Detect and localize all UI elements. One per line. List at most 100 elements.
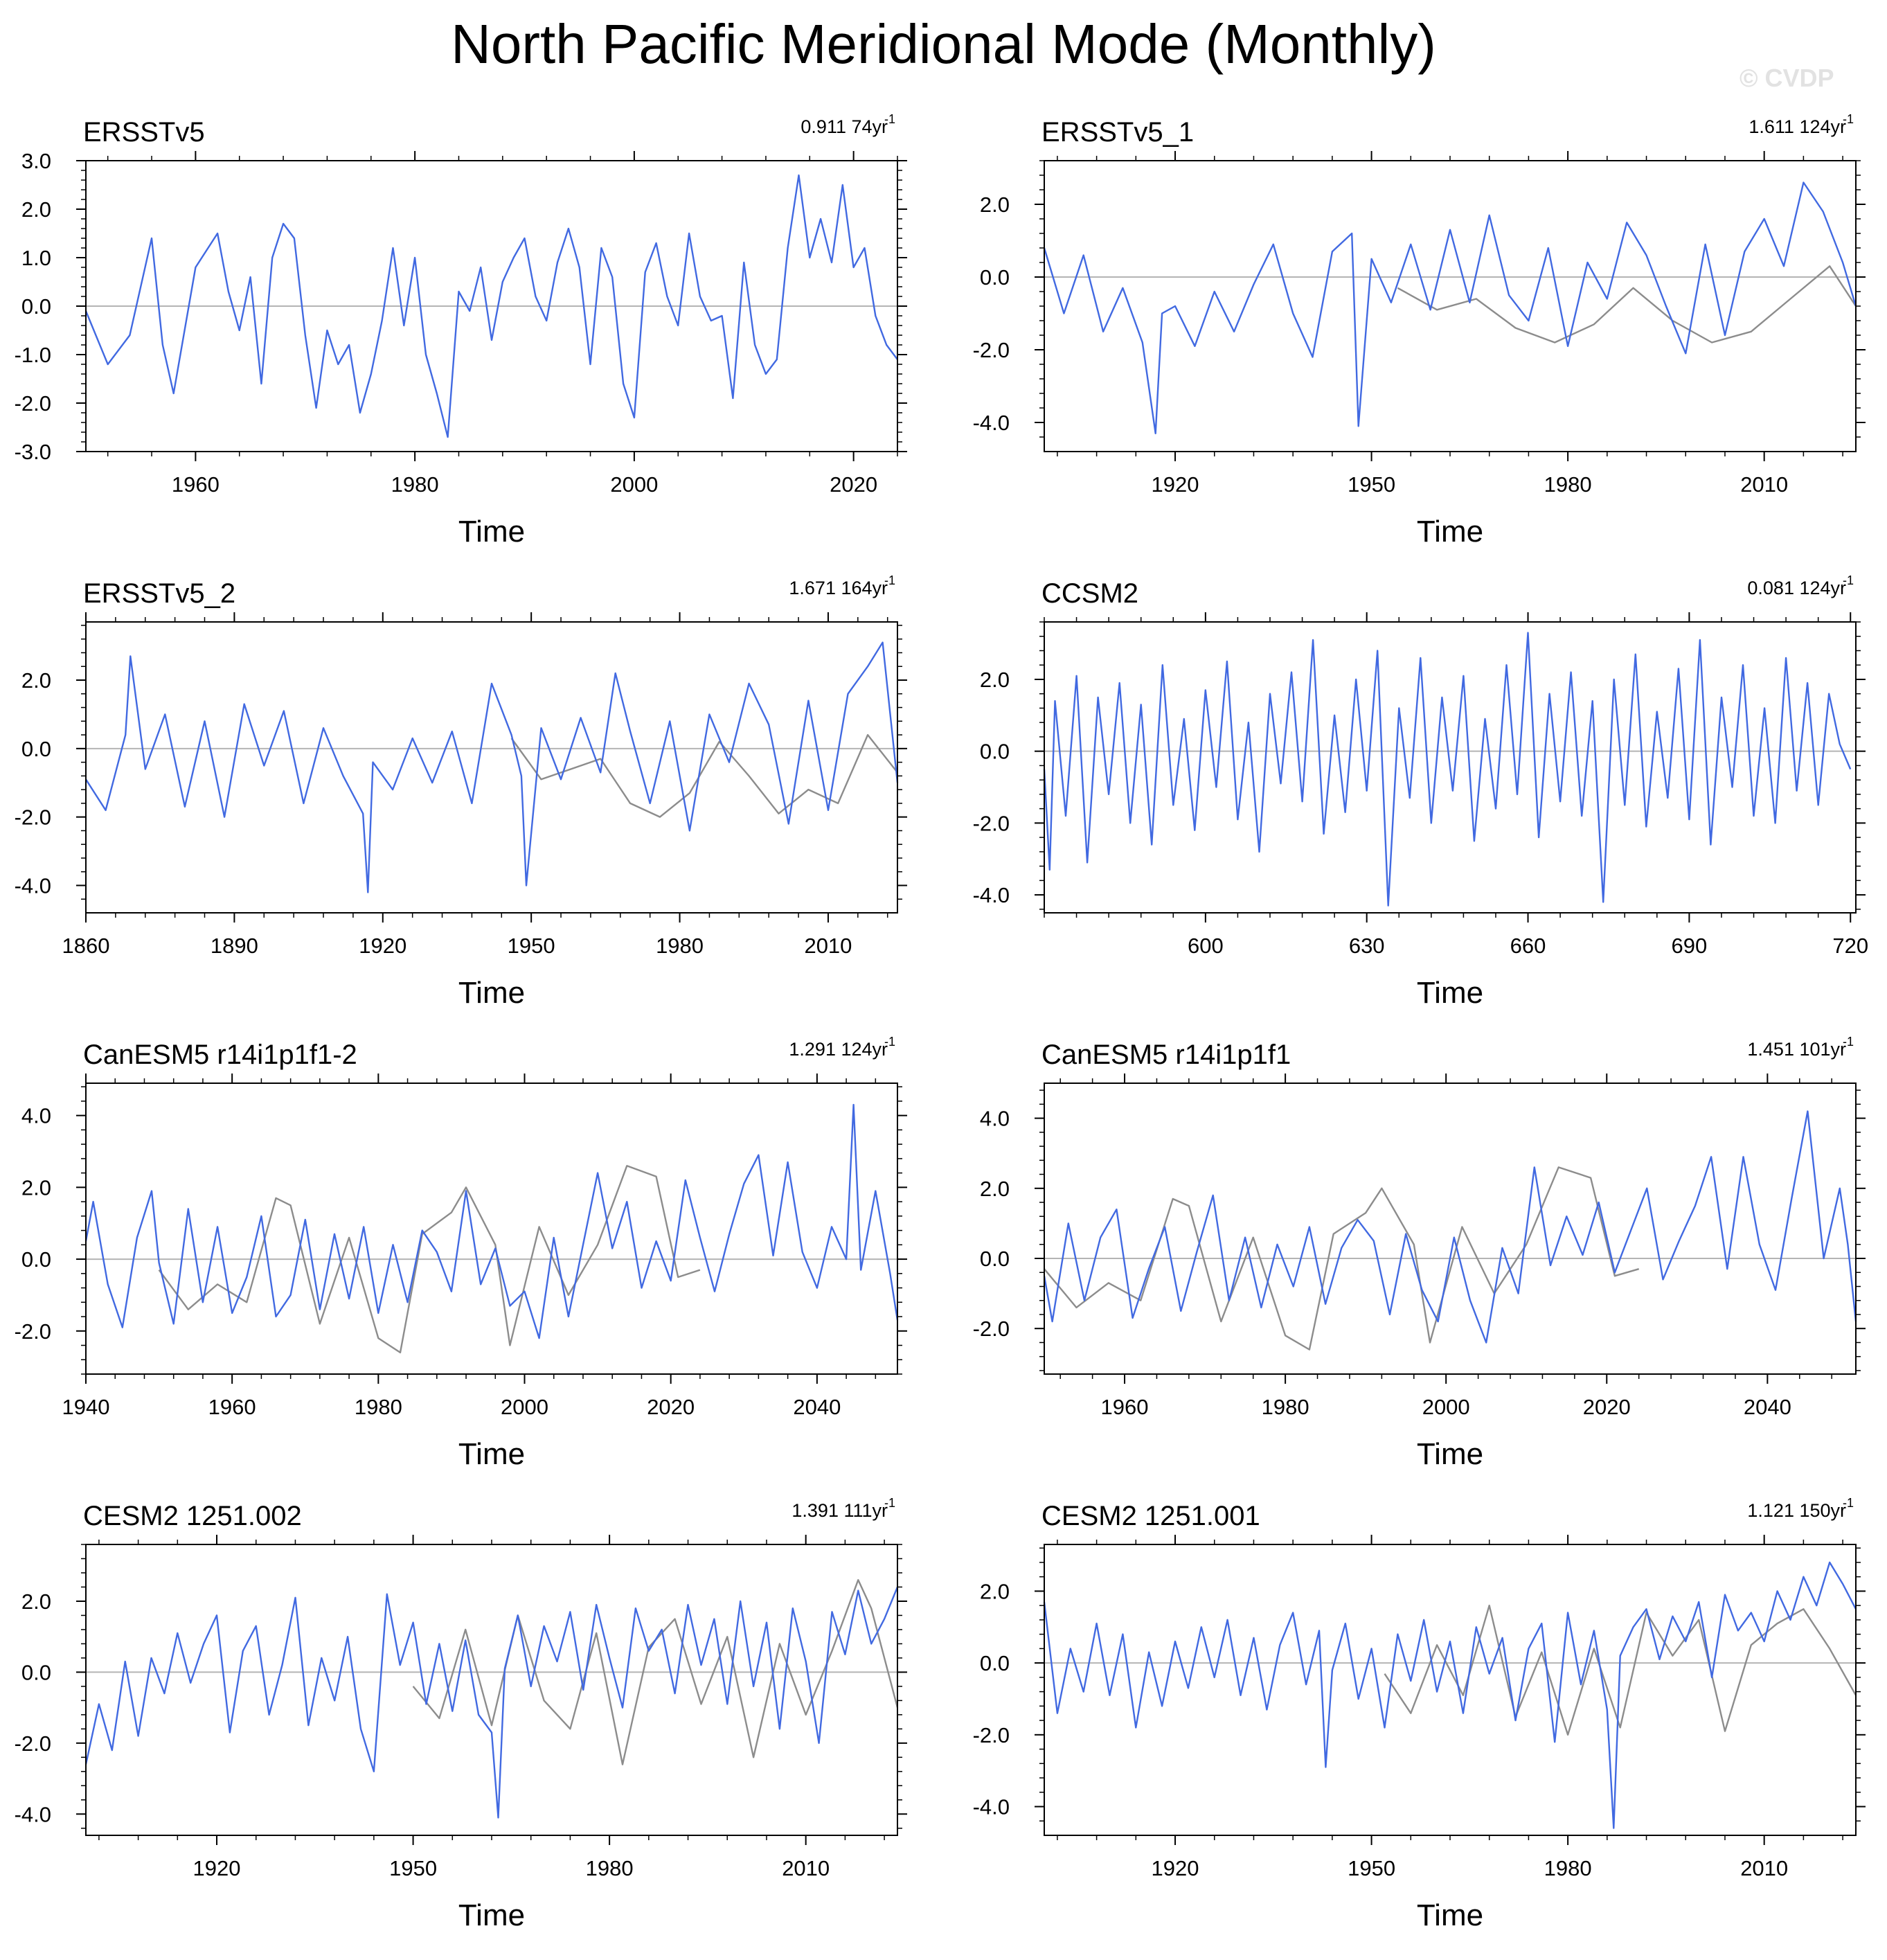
y-tick-label: -2.0 bbox=[15, 805, 51, 830]
x-tick-label: 1960 bbox=[208, 1395, 256, 1419]
reference-series-line bbox=[1384, 1604, 1857, 1736]
reference-series-line bbox=[510, 733, 898, 818]
x-tick-label: 1950 bbox=[1348, 472, 1395, 497]
panel-5: CanESM5 r14i1p1f1-2 1.291 124yr-1 4.0 2.0 0.… bbox=[15, 1035, 907, 1471]
model-series-line bbox=[1043, 181, 1857, 434]
x-axis-label: Time bbox=[1417, 515, 1483, 549]
model-series-line bbox=[1043, 1561, 1857, 1829]
y-tick-label: -3.0 bbox=[15, 440, 51, 464]
panel-name: ERSSTv5_1 bbox=[1041, 117, 1194, 148]
panel-4: CCSM2 0.081 124yr-1 2.0 0.0 -2.0 -4.0 600 630 66… bbox=[973, 573, 1869, 1010]
x-axis-label: Time bbox=[458, 1898, 525, 1932]
model-series-line bbox=[84, 641, 899, 893]
x-tick-label: 1940 bbox=[62, 1395, 110, 1419]
panel-stat: 0.911 74yr bbox=[801, 116, 888, 137]
panel-2: ERSSTv5_1 1.611 124yr-1 2.0 0.0 -2.0 -4.0 1920… bbox=[973, 112, 1866, 549]
x-tick-label: 1950 bbox=[508, 934, 555, 958]
x-tick-label: 1960 bbox=[172, 472, 220, 497]
panel-stat: 1.611 124yr bbox=[1749, 116, 1846, 137]
x-axis-label: Time bbox=[1417, 1437, 1483, 1471]
model-series-line bbox=[84, 1103, 899, 1339]
panel-6: CanESM5 r14i1p1f1 1.451 101yr-1 4.0 2.0 0.0 -… bbox=[973, 1035, 1866, 1471]
panel-name: CanESM5 r14i1p1f1-2 bbox=[83, 1040, 357, 1070]
y-tick-label: 2.0 bbox=[980, 668, 1010, 692]
x-tick-label: 2010 bbox=[1740, 472, 1788, 497]
panel-stat: 1.451 101yr bbox=[1747, 1039, 1846, 1060]
panel-1: ERSSTv5 0.911 74yr-1 3.0 2.0 1.0 0.0 -1.0 -2.0 -… bbox=[15, 112, 907, 549]
x-tick-label: 1920 bbox=[193, 1856, 241, 1880]
x-tick-label: 1950 bbox=[1348, 1856, 1395, 1880]
y-tick-label: -4.0 bbox=[15, 1802, 51, 1826]
panel-name: CCSM2 bbox=[1041, 578, 1138, 609]
plot-frame bbox=[85, 1083, 898, 1375]
x-tick-label: 1960 bbox=[1101, 1395, 1149, 1419]
y-tick-label: 0.0 bbox=[21, 294, 51, 319]
panel-stat: 1.121 150yr bbox=[1747, 1500, 1846, 1521]
plot-frame bbox=[1044, 1083, 1857, 1375]
y-tick-label: -2.0 bbox=[973, 1317, 1010, 1341]
y-tick-label: 2.0 bbox=[21, 668, 51, 693]
panel-stat-superscript: -1 bbox=[1843, 1035, 1854, 1049]
x-tick-label: 1860 bbox=[62, 934, 110, 958]
x-tick-label: 2000 bbox=[610, 472, 658, 497]
reference-series-line bbox=[1397, 265, 1857, 344]
y-tick-label: -4.0 bbox=[15, 873, 51, 898]
watermark: © CVDP bbox=[1740, 64, 1834, 92]
model-series-line bbox=[84, 1587, 899, 1819]
panel-stat: 0.081 124yr bbox=[1747, 578, 1846, 598]
y-tick-label: 0.0 bbox=[980, 265, 1010, 289]
y-tick-label: 0.0 bbox=[980, 1651, 1010, 1675]
x-tick-label: 1980 bbox=[656, 934, 704, 958]
y-tick-label: 2.0 bbox=[980, 1177, 1010, 1201]
panel-name: CanESM5 r14i1p1f1 bbox=[1041, 1040, 1291, 1070]
x-tick-label: 1980 bbox=[1544, 1856, 1592, 1880]
model-series-line bbox=[1043, 1110, 1857, 1344]
y-tick-label: 0.0 bbox=[980, 740, 1010, 764]
x-axis-label: Time bbox=[458, 515, 525, 549]
x-tick-label: 2010 bbox=[1740, 1856, 1788, 1880]
x-tick-label: 720 bbox=[1832, 934, 1868, 958]
panel-name: ERSSTv5 bbox=[83, 117, 205, 148]
x-tick-label: 2010 bbox=[782, 1856, 830, 1880]
panel-stat-superscript: -1 bbox=[1843, 1496, 1854, 1510]
x-tick-label: 600 bbox=[1188, 934, 1224, 958]
panel-8: CESM2 1251.001 1.121 150yr-1 2.0 0.0 -2.0 -4.… bbox=[973, 1496, 1866, 1932]
x-tick-label: 2020 bbox=[830, 472, 877, 497]
y-tick-label: 0.0 bbox=[21, 1660, 51, 1684]
panel-7: CESM2 1251.002 1.391 111yr-1 2.0 0.0 -2.0 -4.… bbox=[15, 1496, 907, 1932]
y-tick-label: -2.0 bbox=[15, 1319, 51, 1344]
y-tick-label: -2.0 bbox=[973, 1723, 1010, 1747]
y-tick-label: 4.0 bbox=[980, 1107, 1010, 1131]
model-series-line bbox=[1043, 632, 1852, 907]
y-tick-label: -2.0 bbox=[973, 338, 1010, 362]
y-tick-label: 0.0 bbox=[21, 737, 51, 761]
x-tick-label: 1980 bbox=[355, 1395, 402, 1419]
x-tick-label: 1890 bbox=[211, 934, 258, 958]
y-tick-label: 2.0 bbox=[21, 1589, 51, 1614]
x-tick-label: 1980 bbox=[391, 472, 439, 497]
model-series-line bbox=[84, 174, 898, 438]
x-tick-label: 690 bbox=[1672, 934, 1708, 958]
x-axis-label: Time bbox=[1417, 976, 1483, 1010]
panel-stat: 1.291 124yr bbox=[789, 1039, 888, 1060]
x-tick-label: 660 bbox=[1510, 934, 1546, 958]
x-tick-label: 2020 bbox=[1583, 1395, 1631, 1419]
x-tick-label: 1980 bbox=[1544, 472, 1592, 497]
panel-stat-superscript: -1 bbox=[1843, 573, 1854, 587]
y-tick-label: 2.0 bbox=[21, 197, 51, 222]
panel-stat-superscript: -1 bbox=[884, 573, 895, 587]
plot-frame bbox=[85, 621, 898, 914]
panel-3: ERSSTv5_2 1.671 164yr-1 2.0 0.0 -2.0 -4.0 1860… bbox=[15, 573, 907, 1010]
panel-name: CESM2 1251.002 bbox=[83, 1501, 302, 1531]
y-tick-label: 0.0 bbox=[21, 1247, 51, 1272]
x-axis-label: Time bbox=[458, 976, 525, 1010]
y-tick-label: -2.0 bbox=[15, 1731, 51, 1756]
panel-stat-superscript: -1 bbox=[884, 112, 895, 126]
plot-frame bbox=[1044, 621, 1857, 914]
y-tick-label: 3.0 bbox=[21, 149, 51, 173]
y-tick-label: 2.0 bbox=[980, 193, 1010, 217]
x-tick-label: 1950 bbox=[389, 1856, 437, 1880]
y-tick-label: 1.0 bbox=[21, 246, 51, 270]
x-tick-label: 630 bbox=[1349, 934, 1385, 958]
x-tick-label: 1980 bbox=[1262, 1395, 1309, 1419]
